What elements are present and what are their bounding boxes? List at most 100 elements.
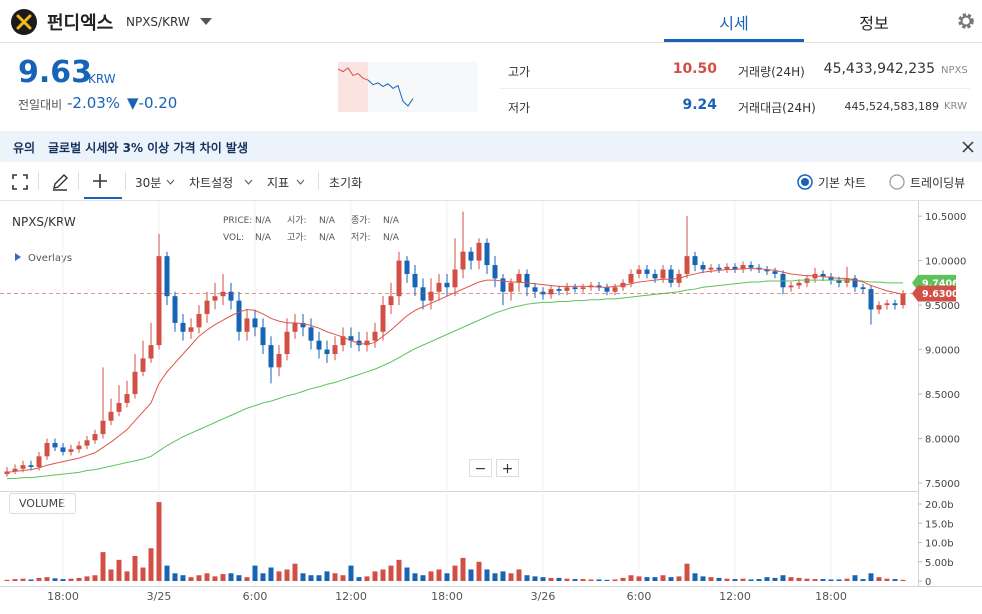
volume-bar bbox=[788, 577, 794, 581]
candle-body bbox=[572, 287, 578, 290]
overlays[interactable]: Overlays bbox=[28, 253, 72, 264]
info-label: 저가: bbox=[351, 232, 371, 243]
volume-bar bbox=[28, 579, 34, 581]
candle-body bbox=[284, 331, 290, 355]
candle-body bbox=[124, 394, 130, 403]
radio-selected[interactable] bbox=[797, 174, 813, 190]
candle-body bbox=[252, 318, 258, 328]
candle-body bbox=[460, 251, 466, 270]
stat-value: 10.50 bbox=[672, 61, 717, 77]
candle-body bbox=[180, 322, 186, 332]
volume-bar bbox=[148, 548, 154, 581]
candle-body bbox=[644, 269, 650, 274]
volume-bar bbox=[372, 571, 378, 581]
candle-body bbox=[380, 305, 386, 332]
moving-average bbox=[7, 279, 903, 480]
reset[interactable]: 초기화 bbox=[329, 176, 363, 190]
candle-body bbox=[260, 327, 266, 346]
chevron bbox=[296, 179, 305, 185]
zoom-in-label[interactable]: + bbox=[502, 461, 514, 477]
candle-body bbox=[140, 358, 146, 372]
tab[interactable]: 정보 bbox=[859, 14, 889, 33]
info-label: 시가: bbox=[287, 215, 307, 226]
candle-body bbox=[164, 256, 170, 297]
pair[interactable]: NPXS/KRW bbox=[126, 15, 190, 29]
fullscreen-icon[interactable] bbox=[12, 174, 28, 190]
info-value: N/A bbox=[255, 233, 272, 243]
ma-long-label: 9.7406 bbox=[922, 278, 959, 289]
settings-icon[interactable] bbox=[956, 11, 976, 31]
candle-body bbox=[876, 305, 882, 310]
candle-body bbox=[172, 296, 178, 323]
candle-body bbox=[748, 265, 754, 268]
candle-body bbox=[500, 278, 506, 292]
candle-body bbox=[276, 354, 282, 368]
volume-bar bbox=[732, 579, 738, 581]
volume-bar bbox=[652, 577, 658, 581]
y-tick-label: 5.00b bbox=[925, 558, 954, 569]
info-value: N/A bbox=[383, 233, 400, 243]
draw-icon[interactable] bbox=[51, 173, 69, 191]
stat-value: 9.24 bbox=[682, 97, 717, 113]
y-tick-label: 10.0b bbox=[925, 539, 954, 550]
radio[interactable] bbox=[889, 174, 905, 190]
stat-value: 45,433,942,235 bbox=[823, 61, 935, 77]
chart-settings[interactable]: 차트설정 bbox=[189, 176, 234, 190]
volume-label: VOLUME bbox=[19, 497, 65, 510]
view-option[interactable]: 기본 차트 bbox=[818, 176, 866, 190]
volume-bar bbox=[276, 571, 282, 581]
overlays-arrow[interactable] bbox=[15, 253, 21, 261]
stat-label: 고가 bbox=[508, 65, 531, 79]
x-tick-label: 18:00 bbox=[815, 590, 847, 603]
volume-bar bbox=[420, 575, 426, 581]
tab-underline bbox=[664, 39, 804, 42]
dropdown-arrow[interactable] bbox=[199, 17, 213, 27]
crosshair-icon[interactable] bbox=[92, 173, 108, 189]
y-tick-label: 10.5000 bbox=[925, 212, 966, 223]
volume-bar bbox=[452, 565, 458, 581]
volume-bar bbox=[692, 573, 698, 581]
indicators[interactable]: 지표 bbox=[267, 176, 290, 190]
volume-bar bbox=[580, 579, 586, 581]
close-icon[interactable] bbox=[961, 140, 975, 154]
candle-body bbox=[268, 345, 274, 368]
candle-body bbox=[596, 285, 602, 288]
zoom-in[interactable] bbox=[496, 459, 519, 477]
candle-body bbox=[292, 322, 298, 332]
candle-body bbox=[828, 276, 834, 281]
volume-bar bbox=[380, 569, 386, 581]
notice-text: 글로벌 시세와 3% 이상 가격 차이 발생 bbox=[48, 141, 249, 155]
volume-bar bbox=[84, 576, 90, 581]
candle-body bbox=[436, 282, 442, 292]
volume-bar bbox=[444, 573, 450, 581]
volume-bar bbox=[164, 565, 170, 581]
header: 펀디엑스 NPXS/KRW 시세 정보 bbox=[0, 0, 982, 43]
candle-body bbox=[524, 273, 530, 288]
candle-body bbox=[636, 269, 642, 274]
volume-label-box bbox=[9, 493, 76, 514]
y-tick-label: 7.5000 bbox=[925, 479, 960, 490]
volume-bar bbox=[540, 577, 546, 581]
symbol: NPXS/KRW bbox=[12, 215, 76, 229]
interval[interactable]: 30분 bbox=[135, 176, 162, 190]
candle-body bbox=[76, 445, 82, 450]
volume-bar bbox=[476, 561, 482, 581]
volume-bar bbox=[772, 577, 778, 581]
info-value: N/A bbox=[383, 216, 400, 226]
volume-bar bbox=[132, 555, 138, 581]
volume-bar bbox=[876, 577, 882, 581]
volume-bar bbox=[332, 573, 338, 581]
volume-bar bbox=[756, 579, 762, 581]
zoom-out-label[interactable]: − bbox=[475, 461, 487, 477]
tab-active[interactable]: 시세 bbox=[719, 14, 749, 33]
candle-body bbox=[740, 265, 746, 270]
sparkline-previous bbox=[338, 67, 369, 81]
volume-bar bbox=[508, 573, 514, 581]
candle-body bbox=[444, 282, 450, 288]
info-label: PRICE: bbox=[223, 216, 252, 226]
volume-bar bbox=[524, 575, 530, 581]
candle-body bbox=[692, 256, 698, 266]
candle-body bbox=[708, 267, 714, 270]
view-option[interactable]: 트레이딩뷰 bbox=[910, 176, 966, 190]
zoom-out[interactable] bbox=[469, 459, 492, 477]
